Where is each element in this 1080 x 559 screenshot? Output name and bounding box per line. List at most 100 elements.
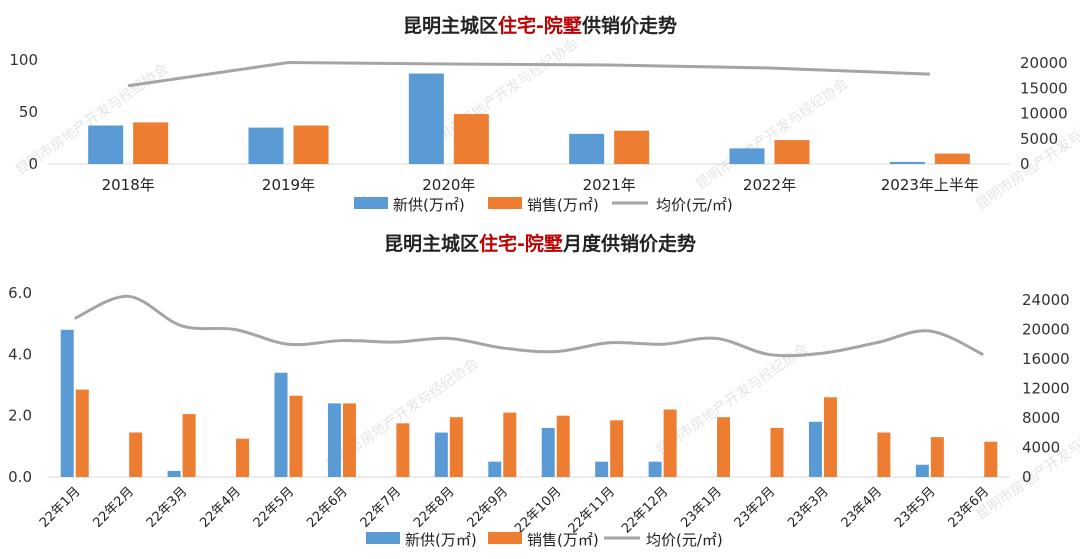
x-tick-label: 23年1月: [678, 484, 725, 531]
right-tick-label: 0: [1020, 155, 1030, 173]
supply-bar: [595, 461, 609, 477]
right-tick-label: 5000: [1020, 130, 1058, 148]
price-line: [74, 294, 984, 358]
legend2-sales-swatch: [488, 532, 522, 544]
sales-bar: [556, 415, 570, 477]
annual-chart-title: 昆明主城区住宅-院墅供销价走势: [403, 14, 677, 37]
monthly-title-highlight: 住宅-院墅: [479, 232, 563, 255]
supply-bar: [648, 461, 662, 477]
left-tick-label: 100: [9, 51, 38, 69]
sales-bar: [930, 437, 944, 477]
monthly-legend: 新供(万㎡) 销售(万㎡) 均价(元/㎡): [366, 531, 723, 549]
supply-bar: [729, 148, 765, 164]
x-tick-label: 22年7月: [358, 484, 405, 531]
legend2-price-label: 均价(元/㎡): [646, 531, 723, 549]
annual-title-highlight: 住宅-院墅: [498, 14, 582, 37]
sales-bar: [342, 403, 356, 477]
x-tick-label: 22年10月: [512, 484, 564, 536]
legend-sales-label: 销售(万㎡): [527, 196, 599, 214]
x-tick-label: 2023年上半年: [881, 176, 979, 194]
x-tick-label: 22年8月: [411, 484, 458, 531]
right-tick-label: 4000: [1022, 439, 1060, 457]
x-tick-label: 23年2月: [732, 484, 779, 531]
annual-title-suffix: 供销价走势: [581, 14, 677, 37]
x-tick-label: 23年5月: [892, 484, 939, 531]
x-tick-label: 22年11月: [566, 484, 618, 536]
sales-bar: [610, 420, 624, 477]
supply-bar: [248, 127, 284, 164]
annual-x-axis: 2018年 2019年 2020年 2021年 2022年 2023年上半年: [102, 176, 979, 194]
legend-supply-label: 新供(万㎡): [393, 196, 465, 214]
sales-bar: [396, 423, 410, 477]
annual-left-axis: 0 50 100: [9, 51, 38, 173]
sales-bar: [770, 427, 784, 477]
sales-bar: [182, 414, 196, 477]
monthly-title-suffix: 月度供销价走势: [562, 232, 696, 255]
legend-price-label: 均价(元/㎡): [656, 196, 733, 214]
left-tick-label: 0.0: [8, 468, 32, 486]
x-tick-label: 2021年: [583, 176, 636, 194]
right-tick-label: 10000: [1020, 105, 1068, 123]
legend-supply-swatch: [354, 197, 388, 209]
right-tick-label: 20000: [1022, 321, 1070, 339]
supply-bar: [488, 461, 502, 477]
sales-bar: [75, 389, 89, 477]
annual-bars: [88, 73, 970, 164]
supply-bar: [569, 133, 605, 164]
x-tick-label: 22年5月: [251, 484, 298, 531]
supply-bar: [60, 329, 74, 477]
monthly-x-axis: 22年1月 22年2月 22年3月 22年4月 22年5月 22年6月 22年7月 22年8月…: [37, 484, 992, 536]
left-tick-label: 2.0: [8, 407, 32, 425]
sales-bar: [877, 432, 891, 477]
supply-bar: [408, 73, 444, 164]
monthly-right-axis: 0 4000 8000 12000 16000 20000 24000: [1022, 291, 1070, 486]
monthly-price-line: [74, 294, 984, 358]
x-tick-label: 22年12月: [619, 484, 671, 536]
monthly-chart: 昆明主城区住宅-院墅月度供销价走势 0.0 2.0 4.0 6.0 0 4000 8000…: [8, 232, 1070, 549]
supply-bar: [327, 403, 341, 477]
annual-title-prefix: 昆明主城区: [403, 14, 498, 37]
sales-bar: [934, 153, 970, 164]
sales-bar: [823, 397, 837, 477]
x-tick-label: 22年2月: [90, 484, 137, 531]
monthly-left-axis: 0.0 2.0 4.0 6.0: [8, 284, 32, 486]
right-tick-label: 20000: [1020, 54, 1068, 72]
annual-chart: 昆明主城区住宅-院墅供销价走势 0 50 100 0 5000 10000 15000 20…: [9, 14, 1067, 214]
legend2-sales-label: 销售(万㎡): [527, 531, 599, 549]
monthly-chart-title: 昆明主城区住宅-院墅月度供销价走势: [384, 232, 696, 255]
supply-bar: [541, 427, 555, 477]
legend-sales-swatch: [488, 197, 522, 209]
x-tick-label: 22年4月: [197, 484, 244, 531]
right-tick-label: 16000: [1022, 350, 1070, 368]
watermark-text: 昆明市房地产开发与经纪协会: [423, 35, 582, 153]
left-tick-label: 6.0: [8, 284, 32, 302]
right-tick-label: 0: [1022, 468, 1032, 486]
right-tick-label: 15000: [1020, 79, 1068, 97]
supply-bar: [167, 470, 181, 477]
supply-bar: [915, 464, 929, 477]
supply-bar: [434, 432, 448, 477]
sales-bar: [289, 395, 303, 477]
x-tick-label: 2018年: [102, 176, 155, 194]
legend2-supply-label: 新供(万㎡): [405, 531, 477, 549]
sales-bar: [503, 412, 517, 477]
x-tick-label: 22年6月: [304, 484, 351, 531]
legend2-supply-swatch: [366, 532, 400, 544]
left-tick-label: 4.0: [8, 345, 32, 363]
supply-bar: [808, 421, 822, 477]
sales-bar: [236, 438, 250, 477]
sales-bar: [453, 114, 489, 164]
x-tick-label: 22年1月: [37, 484, 84, 531]
annual-right-axis: 0 5000 10000 15000 20000: [1020, 54, 1068, 173]
sales-bar: [449, 417, 463, 477]
sales-bar: [614, 130, 650, 164]
annual-price-line: [127, 60, 930, 88]
x-tick-label: 2022年: [743, 176, 796, 194]
x-tick-label: 22年3月: [144, 484, 191, 531]
right-tick-label: 8000: [1022, 409, 1060, 427]
monthly-bars: [60, 329, 998, 477]
annual-legend: 新供(万㎡) 销售(万㎡) 均价(元/㎡): [354, 196, 733, 214]
supply-bar: [88, 125, 124, 164]
sales-bar: [129, 432, 143, 477]
